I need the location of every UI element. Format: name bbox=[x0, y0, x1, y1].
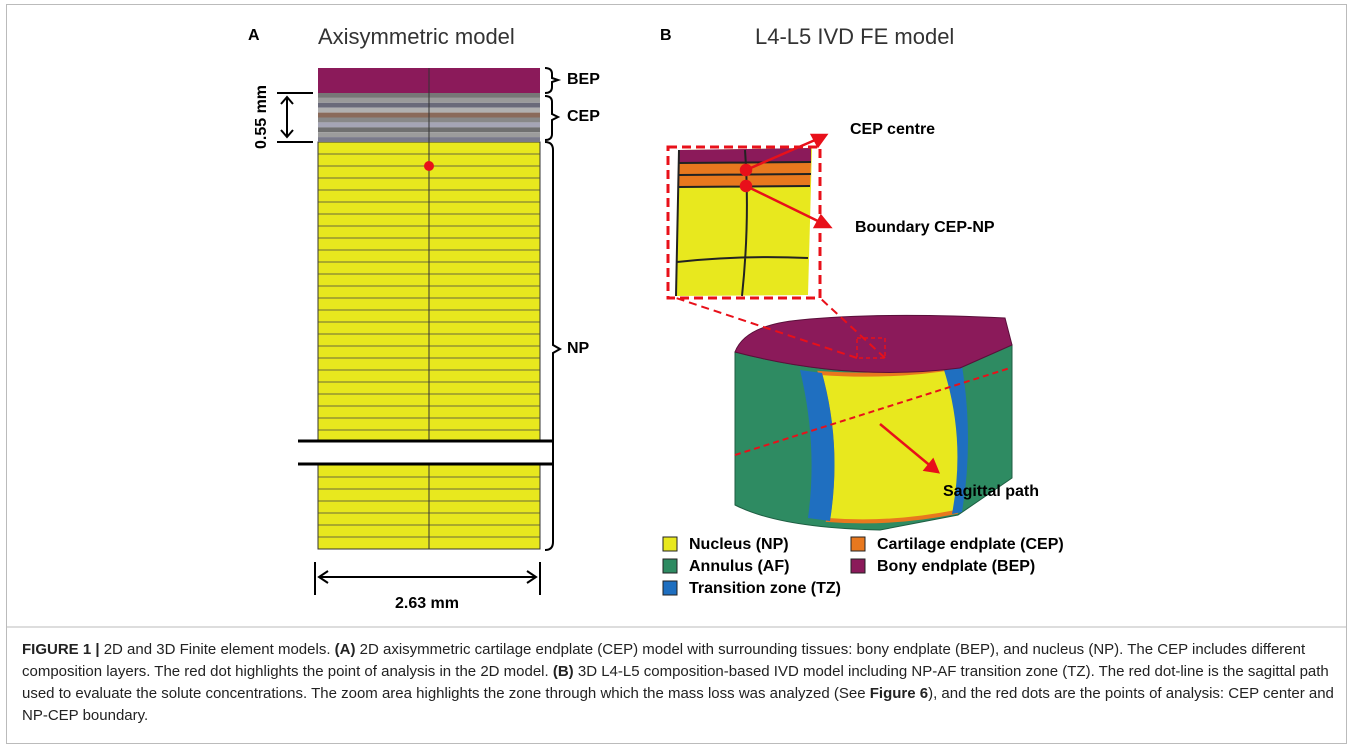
legend-label: Annulus (AF) bbox=[689, 558, 789, 575]
width-label: 2.63 mm bbox=[395, 595, 459, 612]
layer-label: BEP bbox=[567, 71, 600, 88]
caption-run: FIGURE 1 | bbox=[22, 641, 100, 658]
layer-label: CEP bbox=[567, 108, 600, 125]
figure: A Axisymmetric model BEP CEP NP 0.55 mm … bbox=[0, 0, 1355, 632]
legend-swatch bbox=[851, 559, 865, 573]
legend-label: Transition zone (TZ) bbox=[689, 580, 841, 597]
caption-run: (B) bbox=[553, 663, 574, 680]
panel-label: B bbox=[660, 27, 672, 44]
annotation: Boundary CEP-NP bbox=[855, 219, 995, 236]
caption: FIGURE 1 | 2D and 3D Finite element mode… bbox=[22, 639, 1337, 727]
caption-run: Figure 6 bbox=[870, 685, 928, 702]
annotation: CEP centre bbox=[850, 121, 935, 138]
legend-swatch bbox=[663, 559, 677, 573]
panel-title: L4-L5 IVD FE model bbox=[755, 24, 954, 49]
legend-swatch bbox=[851, 537, 865, 551]
analysis-point bbox=[424, 161, 434, 171]
legend: Nucleus (NP) Annulus (AF) Transition zone … bbox=[663, 536, 1064, 597]
layer-label: NP bbox=[567, 340, 590, 357]
panel-title: Axisymmetric model bbox=[318, 24, 515, 49]
legend-label: Cartilage endplate (CEP) bbox=[877, 536, 1064, 553]
axisymmetric-model bbox=[318, 68, 540, 549]
legend-swatch bbox=[663, 581, 677, 595]
caption-run: 2D and 3D Finite element models. bbox=[100, 641, 335, 658]
thickness-label: 0.55 mm bbox=[253, 85, 270, 149]
legend-swatch bbox=[663, 537, 677, 551]
legend-label: Nucleus (NP) bbox=[689, 536, 789, 553]
panel-label: A bbox=[248, 27, 260, 44]
legend-label: Bony endplate (BEP) bbox=[877, 558, 1035, 575]
annotation: Sagittal path bbox=[943, 483, 1039, 500]
page: A Axisymmetric model BEP CEP NP 0.55 mm … bbox=[0, 0, 1355, 750]
caption-run: (A) bbox=[335, 641, 356, 658]
